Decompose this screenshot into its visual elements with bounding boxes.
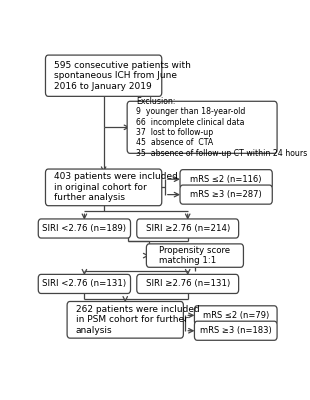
FancyBboxPatch shape (180, 185, 272, 204)
FancyBboxPatch shape (137, 219, 239, 238)
Text: SIRI ≥2.76 (n=131): SIRI ≥2.76 (n=131) (146, 280, 230, 288)
Text: SIRI <2.76 (n=189): SIRI <2.76 (n=189) (42, 224, 126, 233)
FancyBboxPatch shape (194, 306, 277, 325)
FancyBboxPatch shape (38, 219, 131, 238)
FancyBboxPatch shape (46, 55, 162, 96)
Text: mRS ≥3 (n=287): mRS ≥3 (n=287) (190, 190, 262, 199)
Text: mRS ≥3 (n=183): mRS ≥3 (n=183) (200, 326, 272, 335)
Text: Propensity score
matching 1:1: Propensity score matching 1:1 (159, 246, 230, 265)
FancyBboxPatch shape (137, 274, 239, 294)
FancyBboxPatch shape (180, 170, 272, 189)
Text: mRS ≤2 (n=116): mRS ≤2 (n=116) (190, 175, 262, 184)
Text: 403 patients were included
in original cohort for
further analysis: 403 patients were included in original c… (54, 172, 178, 202)
FancyBboxPatch shape (67, 302, 184, 338)
FancyBboxPatch shape (127, 101, 277, 153)
FancyBboxPatch shape (194, 321, 277, 340)
Text: 262 patients were included
in PSM cohort for further
analysis: 262 patients were included in PSM cohort… (76, 305, 200, 335)
Text: mRS ≤2 (n=79): mRS ≤2 (n=79) (203, 311, 269, 320)
FancyBboxPatch shape (46, 169, 162, 206)
FancyBboxPatch shape (38, 274, 131, 294)
Text: Exclusion:
9  younger than 18-year-old
66  incomplete clinical data
37  lost to : Exclusion: 9 younger than 18-year-old 66… (136, 97, 307, 158)
Text: 595 consecutive patients with
spontaneous ICH from June
2016 to January 2019: 595 consecutive patients with spontaneou… (54, 61, 191, 91)
Text: SIRI <2.76 (n=131): SIRI <2.76 (n=131) (42, 280, 126, 288)
Text: SIRI ≥2.76 (n=214): SIRI ≥2.76 (n=214) (146, 224, 230, 233)
FancyBboxPatch shape (146, 244, 243, 267)
